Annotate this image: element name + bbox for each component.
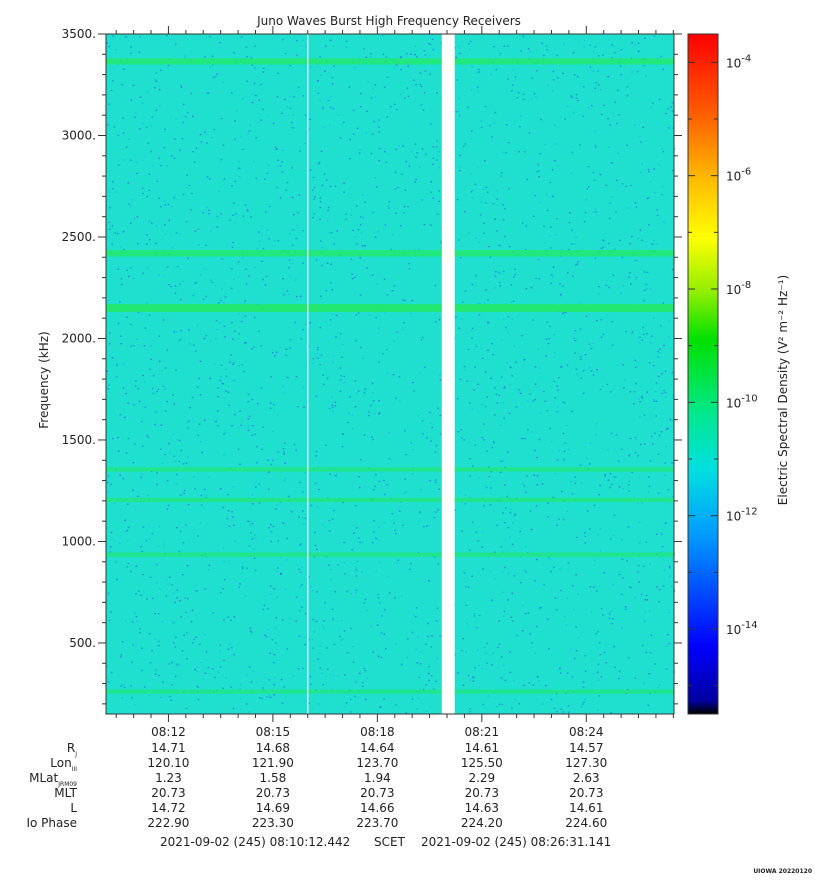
y-axis-label: Frequency (kHz) (37, 331, 51, 428)
ephemeris-value: 123.70 (356, 756, 398, 770)
colorbar-tick-label: 10-6 (726, 167, 751, 184)
ephemeris-value: 14.61 (569, 801, 603, 815)
y-tick-label: 3000. (62, 128, 96, 142)
y-tick-label: 2500. (62, 230, 96, 244)
ephemeris-value: 14.69 (256, 801, 290, 815)
ephemeris-value: 20.73 (569, 786, 603, 800)
colorbar-tick-label: 10-4 (726, 53, 751, 70)
ephemeris-value: 2.29 (468, 771, 495, 785)
ephemeris-value: 1.58 (260, 771, 287, 785)
plot-frame (105, 33, 675, 715)
ephemeris-value: 224.20 (461, 816, 503, 830)
data-gap (441, 34, 455, 714)
colorbar-tick-label: 10-14 (726, 620, 758, 637)
ephemeris-value: 14.61 (465, 741, 499, 755)
colorbar: 10-4 10-6 10-8 10-10 10-12 10-14 (687, 33, 758, 715)
colorbar-tick-label: 10-12 (726, 507, 758, 524)
spectrogram-heatmap (106, 34, 676, 714)
ephemeris-value: 20.73 (465, 786, 499, 800)
ephemeris-value: 222.90 (147, 816, 189, 830)
ephemeris-value: 127.30 (565, 756, 607, 770)
ephemeris-row-label: Io Phase (26, 816, 77, 830)
ephemeris-value: 20.73 (151, 786, 185, 800)
ephemeris-value: 121.90 (252, 756, 294, 770)
x-tick-label: 08:18 (360, 725, 395, 739)
y-tick-label: 3500. (62, 27, 96, 41)
ephemeris-row-label: LonIII (50, 756, 77, 773)
y-tick-label: 2000. (62, 331, 96, 345)
ephemeris-value: 14.63 (465, 801, 499, 815)
ephemeris-value: 2.63 (573, 771, 600, 785)
colorbar-tick-label: 10-10 (726, 393, 758, 410)
ephemeris-value: 120.10 (147, 756, 189, 770)
ephemeris-row-label: MLT (54, 786, 77, 800)
ephemeris-value: 20.73 (256, 786, 290, 800)
ephemeris-value: 223.70 (356, 816, 398, 830)
ephemeris-value: 14.57 (569, 741, 603, 755)
colorbar-ticks: 10-4 10-6 10-8 10-10 10-12 10-14 (688, 53, 758, 687)
emission-line-5 (106, 497, 674, 503)
x-tick-label: 08:24 (569, 725, 604, 739)
x-axis: 08:12 08:15 08:18 08:21 08:24 (115, 26, 674, 739)
ephemeris-value: 224.60 (565, 816, 607, 830)
ephemeris-value: 1.94 (364, 771, 391, 785)
y-tick-label: 1500. (62, 433, 96, 447)
x-tick-label: 08:21 (465, 725, 500, 739)
heatmap-background (106, 34, 674, 714)
footer-end-time: 2021-09-02 (245) 08:26:31.141 (421, 835, 611, 849)
ephemeris-value: 125.50 (461, 756, 503, 770)
ephemeris-row-label: L (70, 801, 77, 815)
ephemeris-row-label: RJ (67, 741, 77, 758)
x-tick-label: 08:12 (151, 725, 186, 739)
chart-title: Juno Waves Burst High Frequency Receiver… (256, 14, 521, 28)
x-tick-label: 08:15 (256, 725, 291, 739)
colorbar-tick-label: 10-8 (726, 280, 751, 297)
ephemeris-value: 14.71 (151, 741, 185, 755)
colorbar-label: Electric Spectral Density (V² m⁻² Hz⁻¹) (776, 275, 790, 505)
ephemeris-row-label: MLatJRM09 (29, 771, 77, 788)
footer-start-time: 2021-09-02 (245) 08:10:12.442 (160, 835, 350, 849)
ephemeris-value: 223.30 (252, 816, 294, 830)
emission-line-2 (106, 250, 674, 257)
ephemeris-value: 20.73 (360, 786, 394, 800)
footer-credit: UIOWA 20220120 (753, 868, 812, 875)
ephemeris-value: 14.72 (151, 801, 185, 815)
data-gap-thin (307, 34, 309, 714)
emission-line-1 (106, 58, 674, 65)
ephemeris-value: 14.64 (360, 741, 394, 755)
emission-line-4 (106, 467, 674, 472)
emission-line-3 (106, 304, 674, 312)
emission-line-6 (106, 552, 674, 557)
footer-frame: SCET (374, 835, 406, 849)
ephemeris-value: 14.66 (360, 801, 394, 815)
y-tick-label: 500. (69, 636, 96, 650)
ephemeris-value: 1.23 (155, 771, 182, 785)
colorbar-scale (687, 33, 719, 715)
ephemeris-value: 14.68 (256, 741, 290, 755)
y-tick-label: 1000. (62, 534, 96, 548)
emission-line-7 (106, 689, 674, 694)
y-axis: 500. 1000. 1500. 2000. 2500. 3000. 3500. (62, 27, 682, 705)
